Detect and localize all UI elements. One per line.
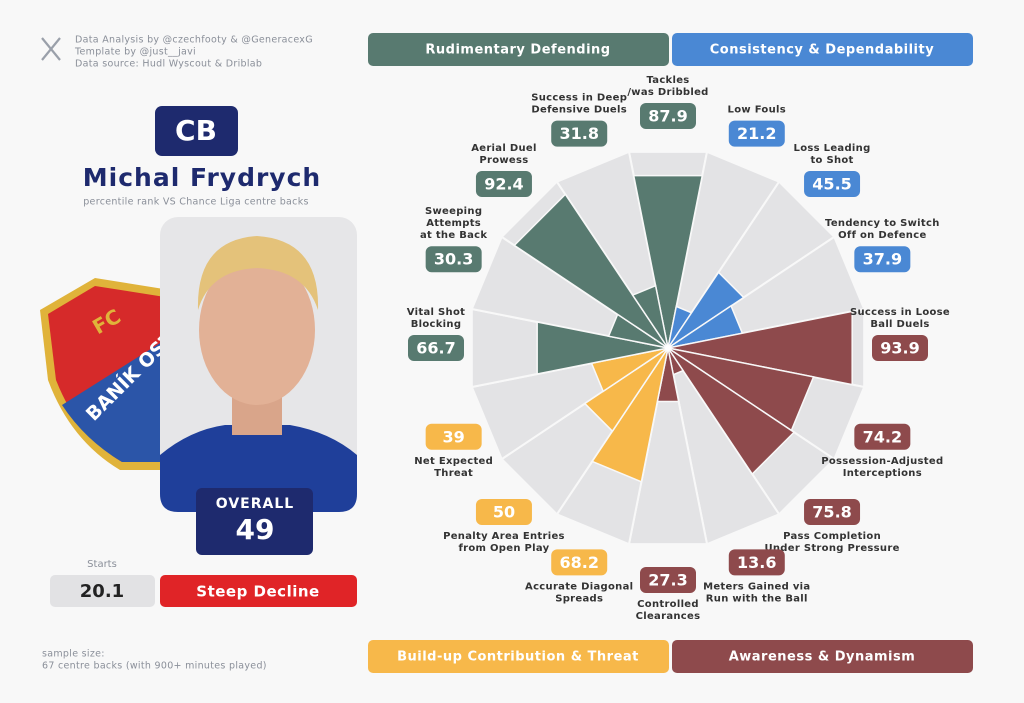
group-box [368, 33, 669, 66]
value-box [425, 423, 482, 450]
value-box [551, 549, 608, 576]
trend: Steep Decline [196, 583, 319, 601]
category-label: Low Fouls [728, 105, 786, 116]
bar [632, 174, 704, 349]
overall-box [196, 488, 313, 555]
group-box [672, 33, 973, 66]
overall-value: 49 [236, 513, 275, 546]
value-box [804, 170, 861, 197]
value-label: 87.9 [648, 107, 687, 126]
value-label: 68.2 [559, 553, 598, 572]
value-label: 37.9 [863, 250, 902, 269]
value-label: 92.4 [484, 174, 523, 193]
credit: Data Analysis by @czechfooty & @Generace… [75, 35, 313, 46]
category-label: Success in Deep Defensive Duels [531, 93, 627, 116]
value-label: 31.8 [559, 124, 598, 143]
category-label: Controlled Clearances [636, 599, 701, 622]
value-box [854, 246, 911, 273]
group-label: Build-up Contribution & Threat [397, 650, 639, 665]
player-photo [160, 217, 357, 512]
category-label: Sweeping Attempts at the Back [420, 206, 487, 241]
value-label: 30.3 [434, 250, 473, 269]
value-label: 27.3 [648, 571, 687, 590]
category-label: Net Expected Threat [414, 456, 493, 479]
value-box [408, 335, 464, 361]
value-label: 75.8 [812, 503, 851, 522]
value-box [804, 499, 861, 526]
value-box [728, 120, 785, 147]
subtitle: percentile rank VS Chance Liga centre ba… [83, 197, 309, 208]
value-box [475, 170, 532, 197]
value-label: 93.9 [880, 339, 919, 358]
trend-box [160, 575, 357, 607]
category-label: Aerial Duel Prowess [471, 143, 536, 166]
credit: Template by @just__javi [74, 47, 196, 58]
value-box [640, 103, 696, 129]
value-box [425, 246, 482, 273]
group-box [368, 640, 669, 673]
value-box [854, 423, 911, 450]
value-box [551, 120, 608, 147]
bar [513, 193, 669, 349]
credit: Data source: Hudl Wyscout & Driblab [75, 59, 262, 70]
value-box [475, 499, 532, 526]
starts-box [50, 575, 155, 607]
group-box [672, 640, 973, 673]
category-label: Tackles/was Dribbled [627, 75, 708, 98]
category-label: Tendency to Switch Off on Defence [825, 218, 940, 241]
value-label: 50 [493, 503, 515, 522]
category-label: Penalty Area Entries from Open Play [443, 531, 565, 554]
sample-note: 67 centre backs (with 900+ minutes playe… [42, 661, 267, 672]
starts-value: 20.1 [80, 581, 124, 602]
value-label: 66.7 [416, 339, 455, 358]
category-label: Pass Completion Under Strong Pressure [764, 531, 899, 554]
starts-label: Starts [87, 559, 117, 570]
x-logo [41, 37, 61, 61]
category-label: Loss Leading to Shot [794, 143, 871, 166]
group-label: Awareness & Dynamism [729, 650, 916, 665]
value-label: 74.2 [863, 427, 902, 446]
value-label: 21.2 [737, 124, 776, 143]
category-label: Possession-Adjusted Interceptions [821, 456, 943, 479]
group-label: Consistency & Dependability [710, 43, 934, 58]
category-label: Success in Loose Ball Duels [850, 307, 950, 330]
value-label: 39 [443, 427, 465, 446]
position: CB [175, 114, 217, 147]
bar [667, 347, 796, 476]
category-label: Meters Gained via Run with the Ball [703, 581, 810, 604]
position-box [155, 106, 238, 156]
bar [536, 321, 669, 375]
value-box [872, 335, 928, 361]
player-name: Michal Frydrych [83, 163, 321, 192]
overall-label: OVERALL [216, 496, 294, 512]
value-label: 13.6 [737, 553, 776, 572]
sample-note: sample size: [42, 649, 105, 660]
category-label: Vital Shot Blocking [407, 307, 465, 330]
category-label: Accurate Diagonal Spreads [525, 581, 633, 604]
bar [631, 284, 669, 349]
center [665, 345, 671, 351]
value-box [728, 549, 785, 576]
group-label: Rudimentary Defending [425, 43, 610, 58]
pizza-chart: Rudimentary Defending Consistency & Depen… [368, 33, 973, 673]
value-label: 45.5 [812, 174, 851, 193]
value-box [640, 567, 696, 593]
